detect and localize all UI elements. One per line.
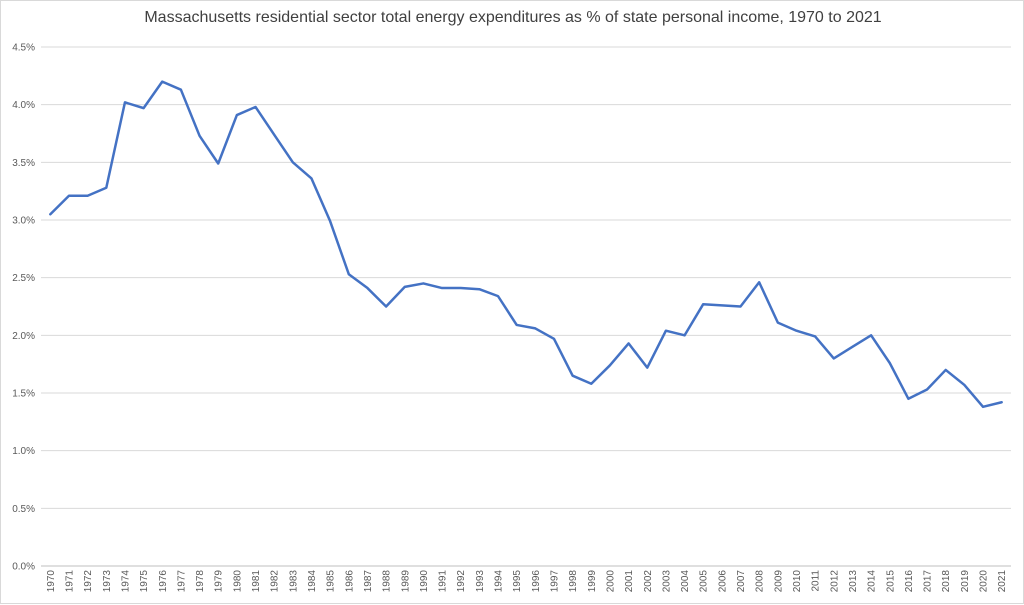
y-tick-label: 2.0%	[12, 331, 35, 342]
x-tick-label: 1985	[326, 570, 337, 593]
x-tick-label: 2002	[643, 570, 654, 593]
x-tick-label: 1982	[270, 570, 281, 593]
series-line	[49, 80, 1003, 409]
x-tick-label: 1976	[158, 570, 169, 593]
x-tick-label: 1984	[307, 570, 318, 593]
x-tick-label: 2009	[773, 570, 784, 593]
x-tick-label: 1989	[400, 570, 411, 593]
y-tick-label: 3.5%	[12, 158, 35, 169]
x-tick-label: 2019	[960, 570, 971, 593]
chart-title: Massachusetts residential sector total e…	[144, 9, 882, 26]
x-tick-label: 2013	[848, 570, 859, 593]
x-tick-label: 1973	[102, 570, 113, 593]
x-tick-label: 1990	[419, 570, 430, 593]
x-tick-label: 2020	[979, 570, 990, 593]
x-tick-label: 1987	[363, 570, 374, 593]
x-tick-label: 2008	[755, 570, 766, 593]
x-tick-label: 1975	[139, 570, 150, 593]
y-tick-label: 4.0%	[12, 100, 35, 111]
x-tick-label: 2015	[885, 570, 896, 593]
y-tick-label: 0.5%	[12, 504, 35, 515]
y-tick-label: 0.0%	[12, 562, 35, 573]
x-tick-label: 1996	[531, 570, 542, 593]
x-tick-label: 2006	[717, 570, 728, 593]
y-tick-label: 1.0%	[12, 446, 35, 457]
x-tick-label: 2005	[699, 570, 710, 593]
x-tick-label: 1999	[587, 570, 598, 593]
y-tick-label: 4.5%	[12, 43, 35, 54]
x-tick-label: 2021	[997, 570, 1008, 593]
x-tick-label: 1983	[288, 570, 299, 593]
x-tick-label: 2012	[829, 570, 840, 593]
x-tick-label: 2003	[661, 570, 672, 593]
x-tick-label: 2007	[736, 570, 747, 593]
x-tick-label: 1998	[568, 570, 579, 593]
x-tick-label: 2001	[624, 570, 635, 593]
x-tick-label: 2018	[941, 570, 952, 593]
x-tick-label: 1997	[549, 570, 560, 593]
x-tick-label: 2014	[867, 570, 878, 593]
x-tick-label: 1986	[344, 570, 355, 593]
x-tick-label: 1993	[475, 570, 486, 593]
x-tick-label: 1991	[438, 570, 449, 593]
y-tick-label: 1.5%	[12, 389, 35, 400]
y-tick-label: 3.0%	[12, 216, 35, 227]
x-tick-label: 2000	[605, 570, 616, 593]
x-tick-label: 1981	[251, 570, 262, 593]
x-tick-label: 1979	[214, 570, 225, 593]
x-tick-label: 2011	[811, 570, 822, 592]
x-tick-label: 2010	[792, 570, 803, 593]
y-tick-label: 2.5%	[12, 273, 35, 284]
x-tick-label: 1995	[512, 570, 523, 593]
x-tick-label: 1994	[494, 570, 505, 593]
x-tick-label: 1992	[456, 570, 467, 593]
x-tick-label: 1970	[46, 570, 57, 593]
x-tick-label: 1971	[64, 570, 75, 593]
x-tick-label: 1977	[176, 570, 187, 593]
x-tick-label: 1978	[195, 570, 206, 593]
x-tick-label: 1972	[83, 570, 94, 593]
x-tick-label: 1974	[120, 570, 131, 593]
x-tick-label: 2017	[923, 570, 934, 593]
x-tick-label: 2004	[680, 570, 691, 593]
x-tick-label: 2016	[904, 570, 915, 593]
x-tick-label: 1988	[382, 570, 393, 593]
x-tick-label: 1980	[232, 570, 243, 593]
